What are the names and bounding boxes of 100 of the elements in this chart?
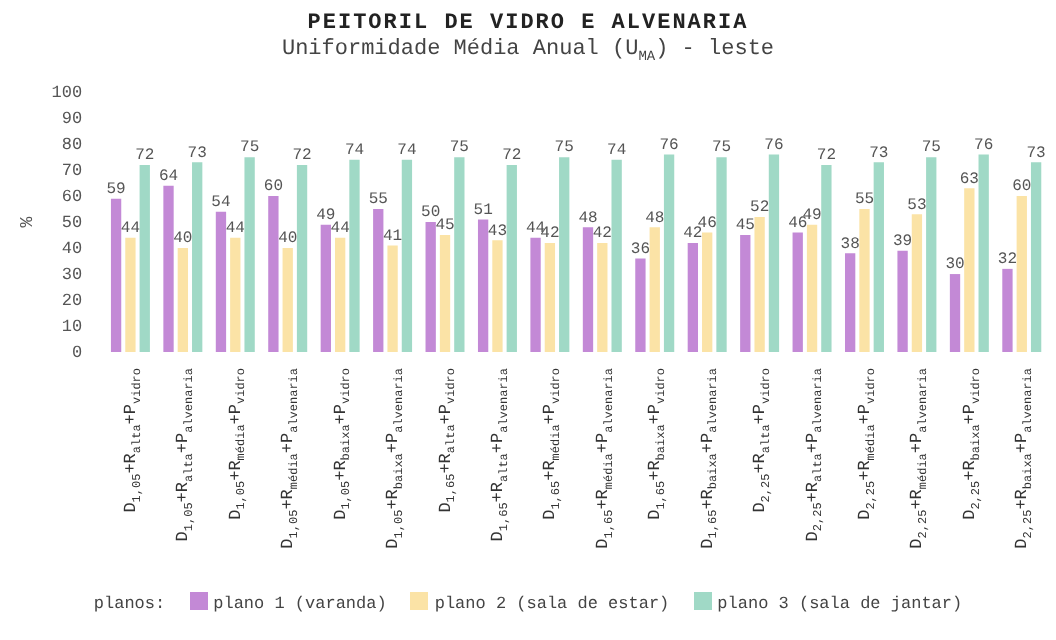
bar xyxy=(635,258,646,352)
data-label: 63 xyxy=(959,170,980,189)
bar xyxy=(477,219,489,352)
data-label: 42 xyxy=(592,225,613,244)
data-label: 43 xyxy=(487,222,508,241)
data-label: 72 xyxy=(292,147,313,166)
bar xyxy=(296,164,308,352)
bar xyxy=(911,214,923,352)
data-label: 75 xyxy=(711,139,732,158)
y-tick-label: 20 xyxy=(61,290,83,311)
data-label: 53 xyxy=(907,196,927,215)
bar xyxy=(897,250,908,352)
bar xyxy=(1002,268,1013,352)
bar xyxy=(1016,196,1027,352)
data-label: 64 xyxy=(158,167,179,186)
y-tick-label: 50 xyxy=(61,212,83,233)
data-label: 30 xyxy=(945,256,966,275)
y-tick-label: 70 xyxy=(61,160,83,181)
data-label: 75 xyxy=(240,139,260,158)
bar xyxy=(530,237,541,352)
bar xyxy=(821,164,832,352)
data-label: 41 xyxy=(382,227,403,246)
data-label: 49 xyxy=(316,206,336,225)
bar xyxy=(649,227,660,352)
chart-title: PEITORIL DE VIDRO E ALVENARIA xyxy=(305,12,751,36)
data-label: 75 xyxy=(921,139,942,158)
data-label: 76 xyxy=(764,136,784,155)
data-label: 45 xyxy=(735,217,756,236)
data-label: 48 xyxy=(578,209,598,228)
y-tick-label: 0 xyxy=(71,342,83,363)
bar xyxy=(425,222,436,352)
y-tick-label: 40 xyxy=(61,238,83,259)
bar xyxy=(768,154,780,352)
data-label: 74 xyxy=(607,142,627,160)
data-label: 36 xyxy=(630,240,651,259)
bar xyxy=(663,154,675,352)
data-label: 72 xyxy=(816,147,837,166)
data-label: 73 xyxy=(187,144,208,163)
data-label: 75 xyxy=(449,139,470,158)
data-label: 55 xyxy=(854,191,875,210)
bar xyxy=(611,159,622,352)
bar xyxy=(559,157,570,352)
data-label: 75 xyxy=(554,139,575,158)
bar xyxy=(439,235,451,352)
data-label: 51 xyxy=(473,201,494,220)
data-label: 76 xyxy=(974,136,994,155)
bar xyxy=(949,274,961,352)
bar xyxy=(163,185,174,352)
data-label: 72 xyxy=(135,147,155,166)
bar xyxy=(230,237,241,352)
bar xyxy=(320,224,331,352)
bar xyxy=(544,242,556,352)
bar xyxy=(110,198,122,352)
bar xyxy=(268,196,279,352)
data-label: 45 xyxy=(435,217,456,236)
bar xyxy=(792,232,803,352)
bar xyxy=(282,248,293,352)
bar xyxy=(349,159,360,352)
y-tick-label: 60 xyxy=(61,186,83,207)
data-label: 44 xyxy=(225,219,246,238)
y-tick-label: 10 xyxy=(61,316,83,337)
bar xyxy=(978,154,989,352)
data-label: 74 xyxy=(344,142,365,160)
data-label: 52 xyxy=(750,199,770,218)
data-label: 50 xyxy=(421,204,441,223)
legend-label: plano 3 (sala de jantar) xyxy=(717,594,963,614)
data-label: 73 xyxy=(869,144,889,163)
data-label: 44 xyxy=(330,219,351,238)
legend-label: plano 2 (sala de estar) xyxy=(434,594,670,614)
chart-subtitle: Uniformidade Média Anual (U$_{MA}$) - leste xyxy=(279,38,777,67)
bar xyxy=(387,245,398,352)
bar xyxy=(806,224,818,352)
bar xyxy=(859,209,870,352)
data-label: 32 xyxy=(997,251,1018,270)
bar xyxy=(125,237,136,352)
bar xyxy=(687,242,699,352)
data-label: 60 xyxy=(1012,178,1032,197)
data-label: 60 xyxy=(263,178,284,197)
bar xyxy=(1030,162,1042,352)
data-label: 40 xyxy=(173,230,193,249)
data-label: 38 xyxy=(840,235,861,254)
data-label: 59 xyxy=(106,180,127,199)
bar xyxy=(401,159,413,352)
bar xyxy=(844,253,856,352)
bar xyxy=(740,235,751,352)
y-tick-label: 100 xyxy=(51,82,83,103)
data-label: 48 xyxy=(645,209,665,228)
legend-title: planos: xyxy=(93,594,166,614)
data-label: 39 xyxy=(892,232,913,251)
bar xyxy=(716,157,727,352)
data-label: 73 xyxy=(1026,144,1047,163)
data-label: 74 xyxy=(397,142,417,160)
bar xyxy=(373,209,384,352)
data-label: 55 xyxy=(368,191,389,210)
bar xyxy=(754,216,765,352)
bar xyxy=(454,157,465,352)
data-label: 76 xyxy=(659,136,680,155)
data-label: 42 xyxy=(683,225,703,244)
y-axis-title: % xyxy=(17,215,38,228)
data-label: 54 xyxy=(211,193,231,212)
